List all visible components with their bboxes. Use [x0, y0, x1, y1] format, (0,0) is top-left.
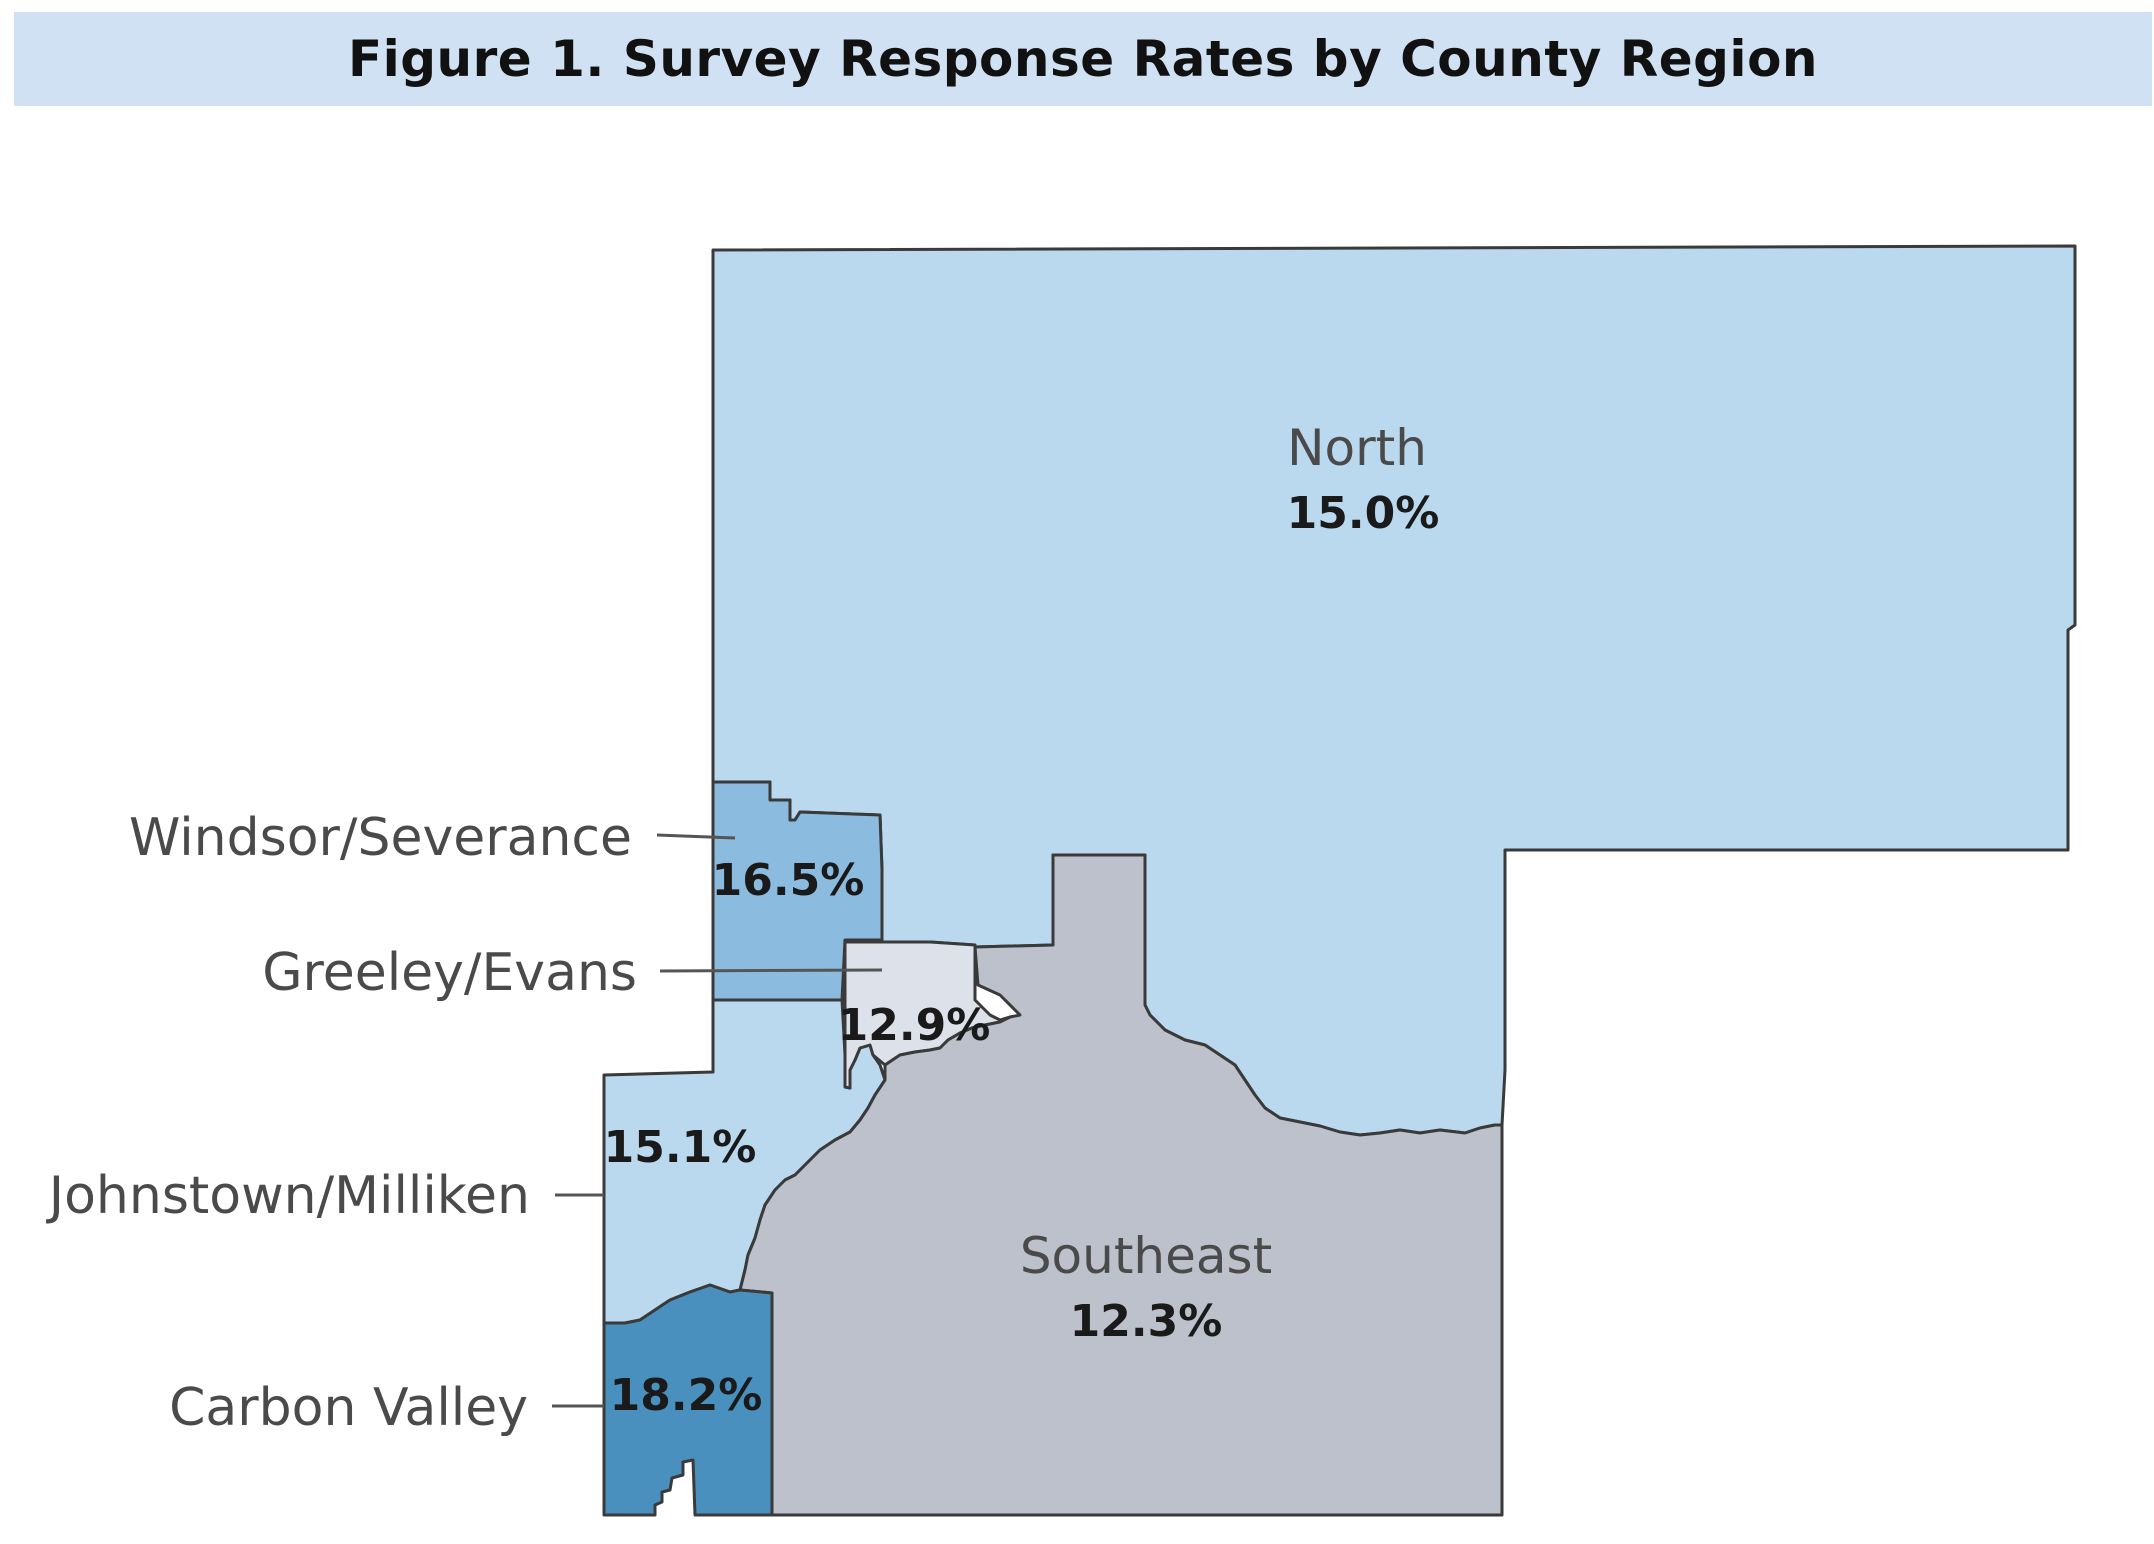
greeley-rate: 12.9% [838, 1000, 991, 1051]
greeley-name: Greeley/Evans [262, 943, 637, 1003]
region-southeast[interactable] [738, 853, 1504, 1517]
southeast-rate: 12.3% [1070, 1296, 1223, 1347]
leader-greeley [659, 968, 883, 973]
north-rate: 15.0% [1287, 488, 1440, 539]
windsor-name: Windsor/Severance [129, 808, 632, 868]
figure-title: Figure 1. Survey Response Rates by Count… [347, 30, 1819, 88]
leader-windsor [656, 833, 736, 840]
carbon-valley-name: Carbon Valley [169, 1378, 528, 1438]
region-windsor-severance[interactable] [711, 780, 884, 1002]
windsor-rate: 16.5% [712, 855, 865, 906]
johnstown-rate: 15.1% [604, 1122, 757, 1173]
southeast-name: Southeast [1020, 1227, 1272, 1285]
johnstown-name: Johnstown/Milliken [46, 1166, 530, 1226]
carbon-valley-rate: 18.2% [610, 1370, 763, 1421]
title-bar: Figure 1. Survey Response Rates by Count… [14, 12, 2152, 106]
north-name: North [1287, 419, 1427, 477]
region-carbon-valley[interactable] [602, 1283, 774, 1517]
